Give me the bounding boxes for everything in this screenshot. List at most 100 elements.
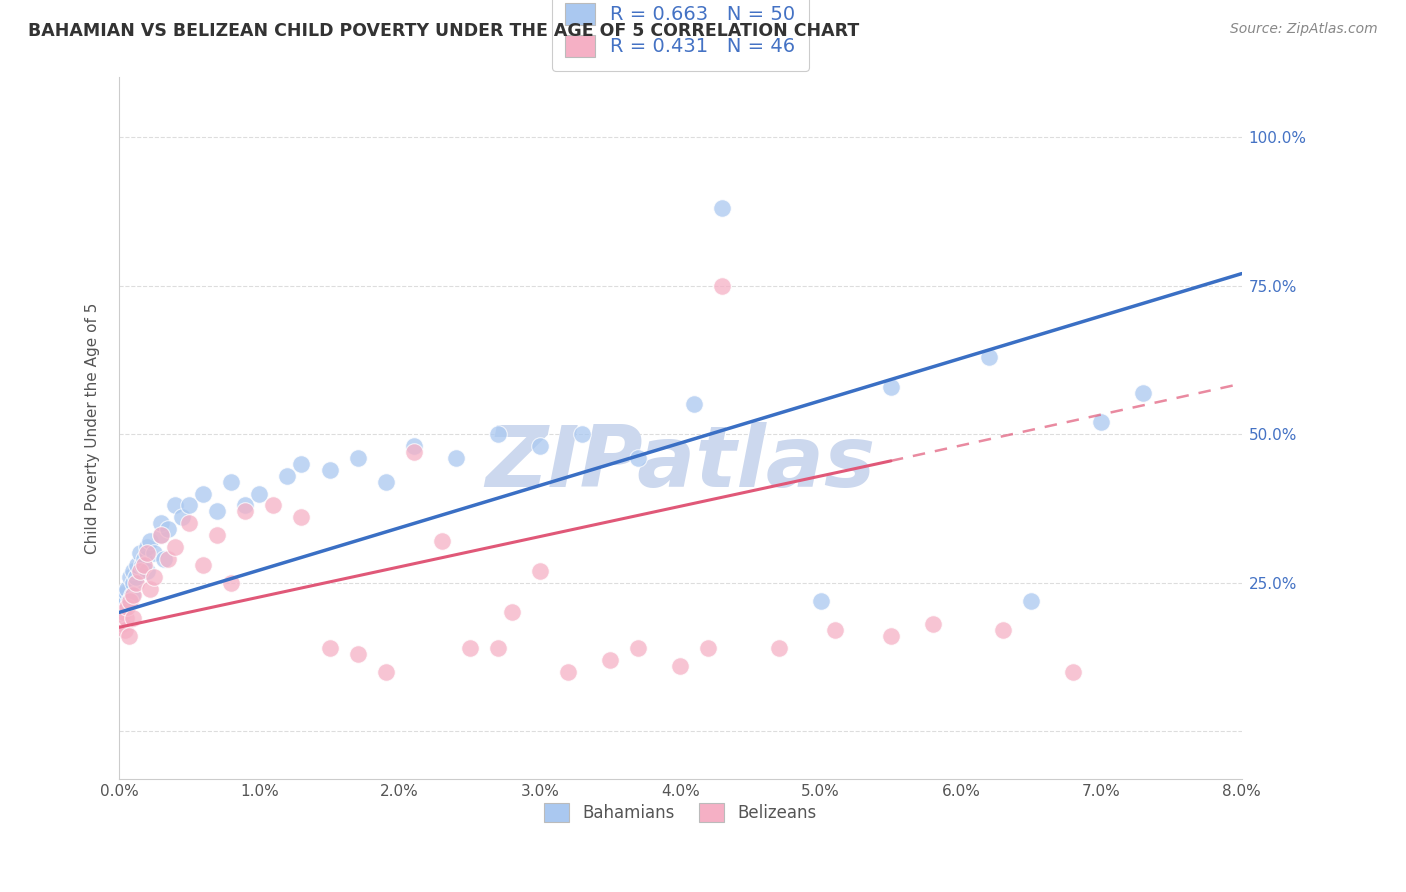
Point	[114, 624, 136, 638]
Point	[824, 624, 846, 638]
Point	[276, 468, 298, 483]
Point	[136, 564, 159, 578]
Point	[139, 534, 162, 549]
Point	[221, 575, 243, 590]
Text: ZIPatlas: ZIPatlas	[485, 422, 876, 505]
Point	[143, 546, 166, 560]
Point	[139, 582, 162, 596]
Point	[120, 570, 142, 584]
Point	[318, 463, 340, 477]
Point	[143, 570, 166, 584]
Point	[374, 665, 396, 679]
Point	[122, 611, 145, 625]
Point	[683, 397, 706, 411]
Point	[1090, 415, 1112, 429]
Point	[221, 475, 243, 489]
Point	[669, 659, 692, 673]
Point	[922, 617, 945, 632]
Point	[172, 510, 194, 524]
Point	[125, 575, 148, 590]
Point	[112, 606, 135, 620]
Point	[486, 641, 509, 656]
Point	[122, 588, 145, 602]
Point	[120, 593, 142, 607]
Point	[290, 510, 312, 524]
Point	[127, 558, 149, 572]
Point	[1132, 385, 1154, 400]
Point	[179, 516, 201, 531]
Point	[136, 540, 159, 554]
Point	[193, 558, 215, 572]
Point	[318, 641, 340, 656]
Point	[150, 528, 173, 542]
Point	[134, 558, 156, 572]
Point	[115, 611, 138, 625]
Point	[627, 450, 650, 465]
Y-axis label: Child Poverty Under the Age of 5: Child Poverty Under the Age of 5	[86, 302, 100, 554]
Point	[346, 647, 368, 661]
Point	[118, 593, 141, 607]
Point	[207, 504, 229, 518]
Point	[150, 516, 173, 531]
Point	[165, 499, 187, 513]
Point	[430, 534, 453, 549]
Point	[165, 540, 187, 554]
Point	[125, 570, 148, 584]
Point	[117, 599, 139, 614]
Point	[157, 552, 180, 566]
Point	[115, 584, 138, 599]
Point	[131, 558, 153, 572]
Point	[711, 201, 734, 215]
Point	[207, 528, 229, 542]
Text: BAHAMIAN VS BELIZEAN CHILD POVERTY UNDER THE AGE OF 5 CORRELATION CHART: BAHAMIAN VS BELIZEAN CHILD POVERTY UNDER…	[28, 22, 859, 40]
Point	[262, 499, 284, 513]
Point	[129, 546, 152, 560]
Point	[529, 564, 551, 578]
Point	[599, 653, 621, 667]
Point	[810, 593, 832, 607]
Point	[122, 575, 145, 590]
Point	[571, 427, 593, 442]
Point	[627, 641, 650, 656]
Point	[768, 641, 790, 656]
Point	[557, 665, 579, 679]
Point	[977, 350, 1000, 364]
Point	[991, 624, 1014, 638]
Point	[290, 457, 312, 471]
Point	[235, 504, 257, 518]
Point	[117, 582, 139, 596]
Point	[529, 439, 551, 453]
Point	[374, 475, 396, 489]
Point	[444, 450, 467, 465]
Point	[179, 499, 201, 513]
Point	[486, 427, 509, 442]
Point	[235, 499, 257, 513]
Point	[111, 617, 134, 632]
Point	[121, 588, 143, 602]
Point	[697, 641, 720, 656]
Text: Source: ZipAtlas.com: Source: ZipAtlas.com	[1230, 22, 1378, 37]
Point	[402, 439, 425, 453]
Point	[1062, 665, 1084, 679]
Point	[150, 528, 173, 542]
Point	[501, 606, 523, 620]
Point	[1019, 593, 1042, 607]
Point	[880, 379, 903, 393]
Point	[880, 629, 903, 643]
Point	[157, 522, 180, 536]
Point	[111, 591, 134, 605]
Point	[193, 486, 215, 500]
Point	[122, 564, 145, 578]
Point	[129, 564, 152, 578]
Legend: Bahamians, Belizeans: Bahamians, Belizeans	[531, 791, 828, 834]
Point	[247, 486, 270, 500]
Point	[114, 593, 136, 607]
Point	[458, 641, 481, 656]
Point	[134, 552, 156, 566]
Point	[711, 278, 734, 293]
Point	[346, 450, 368, 465]
Point	[136, 546, 159, 560]
Point	[112, 588, 135, 602]
Point	[118, 629, 141, 643]
Point	[402, 445, 425, 459]
